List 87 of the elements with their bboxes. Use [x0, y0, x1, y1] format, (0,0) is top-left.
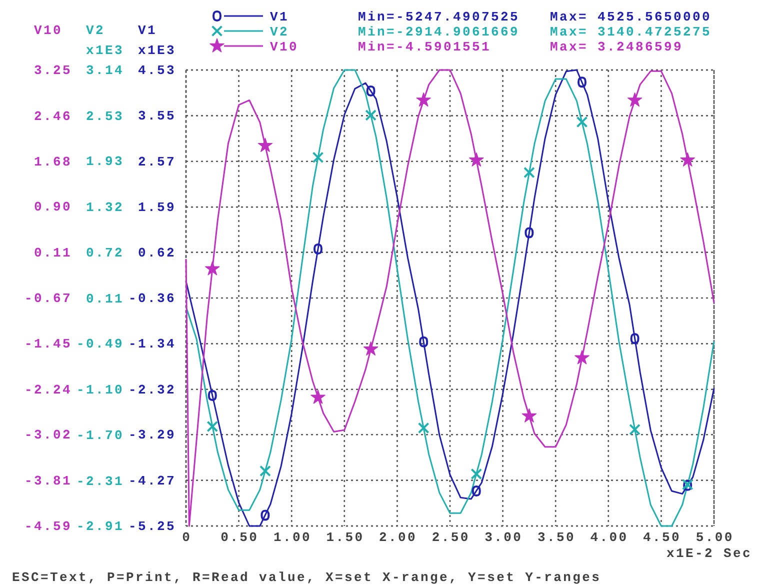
y3-tick-label: -2.24	[24, 382, 72, 397]
y2-tick-label: -2.31	[76, 473, 124, 488]
y2-tick-label: 0.72	[86, 244, 124, 260]
y3-tick-label: 0.90	[34, 199, 72, 214]
y2-tick-label: -2.91	[76, 518, 124, 534]
point	[680, 152, 695, 166]
y-tick-label: -4.27	[128, 472, 176, 488]
y3-tick-label: -1.45	[24, 336, 72, 351]
y3-tick-label: 2.46	[34, 108, 72, 124]
y-tick-label: -2.32	[128, 382, 176, 397]
y3-tick-label: -3.02	[24, 427, 72, 442]
y3-tick-label: -3.81	[24, 473, 72, 488]
point	[260, 510, 270, 521]
point	[471, 468, 482, 479]
point	[578, 76, 586, 88]
line-series	[185, 69, 715, 527]
point	[416, 92, 431, 107]
x-tick-label: 2.50	[432, 530, 470, 545]
y-tick-label: -5.25	[128, 518, 176, 534]
text: Min=-5247.4907525	[358, 10, 520, 24]
x-tick-label: 1.00	[273, 530, 312, 545]
point	[574, 350, 590, 364]
point	[310, 390, 326, 404]
y2-tick-label: 2.53	[86, 108, 124, 124]
y2-tick-label: -0.49	[76, 336, 124, 352]
x-tick-label: 4.00	[590, 530, 628, 545]
y3-tick-label: 3.25	[34, 62, 72, 78]
x-tick-label: 2.00	[379, 530, 418, 545]
point	[469, 152, 484, 166]
x-tick-label: 3.50	[537, 530, 576, 545]
x-tick-label: 4.50	[643, 530, 682, 545]
point	[419, 336, 428, 348]
text: Min=-4.5901551	[358, 40, 492, 54]
point	[260, 466, 270, 476]
y2-tick-label: -1.70	[76, 427, 124, 442]
point	[207, 422, 218, 432]
point	[577, 117, 587, 128]
point	[627, 92, 642, 107]
y-tick-label: 3.55	[138, 108, 176, 124]
text: Max= 3.2486599	[550, 40, 684, 54]
point	[366, 110, 376, 120]
y-tick-label: 0.62	[138, 244, 176, 260]
point	[314, 244, 322, 255]
point	[366, 85, 376, 96]
point	[363, 341, 378, 356]
point	[524, 168, 534, 178]
y-tick-label: 2.57	[138, 154, 176, 169]
point	[418, 423, 429, 434]
point	[524, 227, 534, 238]
text: Max= 3140.4725275	[550, 24, 712, 40]
y3-tick-label: -4.59	[24, 518, 72, 534]
x-axis-title: x1E-2 Sec	[666, 546, 752, 561]
x-tick-label: 0.50	[220, 530, 259, 545]
y3-tick-label: -0.67	[24, 290, 72, 306]
point	[522, 408, 537, 422]
x-tick-label: 5.00	[696, 530, 734, 545]
point	[258, 138, 273, 152]
point	[313, 152, 323, 162]
text: Min=-2914.9061669	[358, 24, 520, 40]
point	[472, 486, 481, 497]
y2-tick-label: 1.93	[86, 154, 124, 169]
x-tick-label: 1.50	[326, 530, 364, 545]
point	[208, 390, 217, 401]
y3-tick-label: 0.11	[34, 245, 72, 260]
y2-tick-label: 1.32	[86, 200, 124, 215]
y-tick-label: 4.53	[138, 62, 176, 78]
y-axis-title: V1 x1E3	[138, 23, 176, 58]
y-tick-label: 1.59	[138, 200, 176, 215]
legend-label: V10	[270, 40, 299, 54]
y3-axis-title: V10	[34, 23, 63, 38]
legend-label: V1	[270, 10, 290, 24]
point	[205, 261, 220, 276]
y-tick-label: -1.34	[128, 336, 176, 352]
text: ESC=Text, P=Print, R=Read value, X=set X-range, Y=set Y-ranges	[12, 570, 602, 585]
text: Max= 4525.5650000	[550, 10, 712, 24]
y2-tick-label: 3.14	[86, 62, 124, 78]
y2-tick-label: -1.10	[76, 382, 124, 398]
y3-tick-label: 1.68	[34, 154, 72, 169]
y2-axis-title: V2 x1E3	[86, 23, 124, 58]
point	[630, 424, 640, 435]
y-tick-label: -0.36	[128, 290, 176, 306]
point	[630, 333, 640, 344]
legend-label: V2	[270, 24, 290, 40]
y2-tick-label: 0.11	[86, 290, 124, 306]
x-tick-label: 0	[182, 530, 192, 545]
x-tick-label: 3.00	[484, 530, 523, 545]
y-tick-label: -3.29	[128, 427, 176, 442]
